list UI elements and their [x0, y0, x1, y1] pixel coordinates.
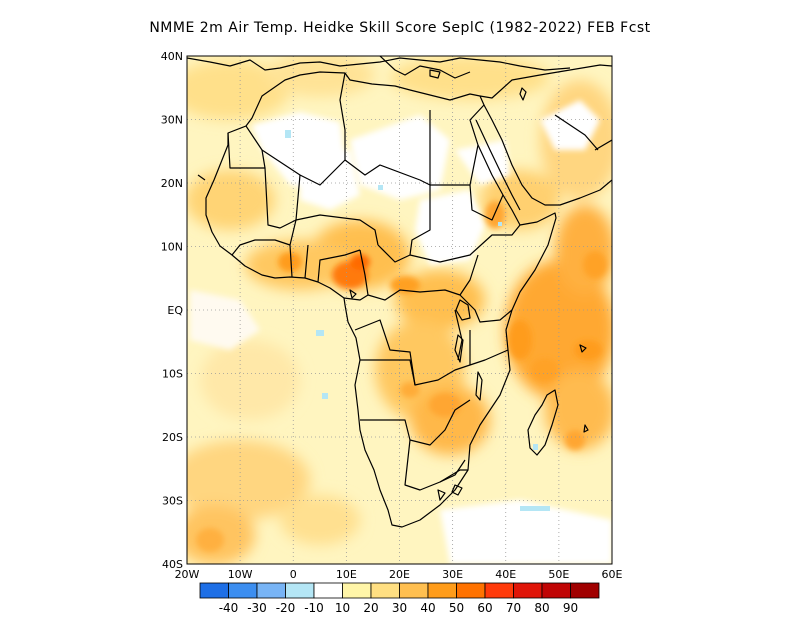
colorbar-tick-label: 70	[506, 601, 521, 615]
lon-tick-label: 20W	[175, 568, 200, 581]
lat-tick-label: 30N	[161, 114, 183, 127]
colorbar-tick-label: 50	[449, 601, 464, 615]
colorbar-cell	[199, 582, 229, 599]
colorbar-tick-label: 40	[420, 601, 435, 615]
shaded-field	[187, 56, 612, 564]
map-title: NMME 2m Air Temp. Heidke Skill Score Sep…	[149, 20, 651, 36]
latitude-axis: 40N 30N 20N 10N EQ 10S 20S 30S 40S	[161, 50, 184, 571]
coastlines-borders	[187, 56, 612, 528]
lat-tick-label: EQ	[167, 304, 183, 317]
colorbar-tick-label: -10	[304, 601, 324, 615]
map-frame	[186, 55, 613, 565]
colorbar-tick-label: -20	[276, 601, 296, 615]
colorbar-tick-label: -30	[247, 601, 267, 615]
lat-tick-label: 20N	[161, 177, 183, 190]
colorbar-cell	[541, 582, 571, 599]
colorbar	[199, 582, 600, 599]
colorbar-tick-label: 10	[335, 601, 350, 615]
colorbar-tick-label: 80	[534, 601, 549, 615]
colorbar-tick-label: 30	[392, 601, 407, 615]
colorbar-cell	[342, 582, 372, 599]
lon-tick-label: 0	[290, 568, 297, 581]
colorbar-cell	[570, 582, 600, 599]
colorbar-cell	[456, 582, 486, 599]
lat-tick-label: 40N	[161, 50, 183, 63]
lon-tick-label: 50E	[548, 568, 569, 581]
lat-tick-label: 10S	[162, 368, 183, 381]
colorbar-tick-label: 90	[563, 601, 578, 615]
lat-tick-label: 40S	[162, 558, 183, 571]
lon-tick-label: 40E	[495, 568, 516, 581]
colorbar-cell	[484, 582, 514, 599]
lon-tick-label: 20E	[389, 568, 410, 581]
lon-tick-label: 10W	[228, 568, 253, 581]
lat-tick-label: 30S	[162, 495, 183, 508]
lat-tick-label: 20S	[162, 431, 183, 444]
lon-tick-label: 10E	[336, 568, 357, 581]
colorbar-cell	[285, 582, 315, 599]
colorbar-labels: -40 -30 -20 -10 10 20 30 40 50 60 70 80 90	[219, 601, 578, 615]
longitude-axis: 20W 10W 0 10E 20E 30E 40E 50E 60E	[175, 568, 623, 581]
colorbar-cell	[513, 582, 543, 599]
lon-tick-label: 60E	[602, 568, 623, 581]
map-grid	[187, 56, 612, 564]
colorbar-tick-label: -40	[219, 601, 239, 615]
lon-tick-label: 30E	[442, 568, 463, 581]
colorbar-cell	[256, 582, 286, 599]
lat-tick-label: 10N	[161, 241, 183, 254]
colorbar-cell	[313, 582, 343, 599]
colorbar-cell	[427, 582, 457, 599]
colorbar-tick-label: 60	[477, 601, 492, 615]
colorbar-tick-label: 20	[363, 601, 378, 615]
colorbar-cell	[370, 582, 400, 599]
colorbar-cell	[399, 582, 429, 599]
colorbar-cell	[228, 582, 258, 599]
